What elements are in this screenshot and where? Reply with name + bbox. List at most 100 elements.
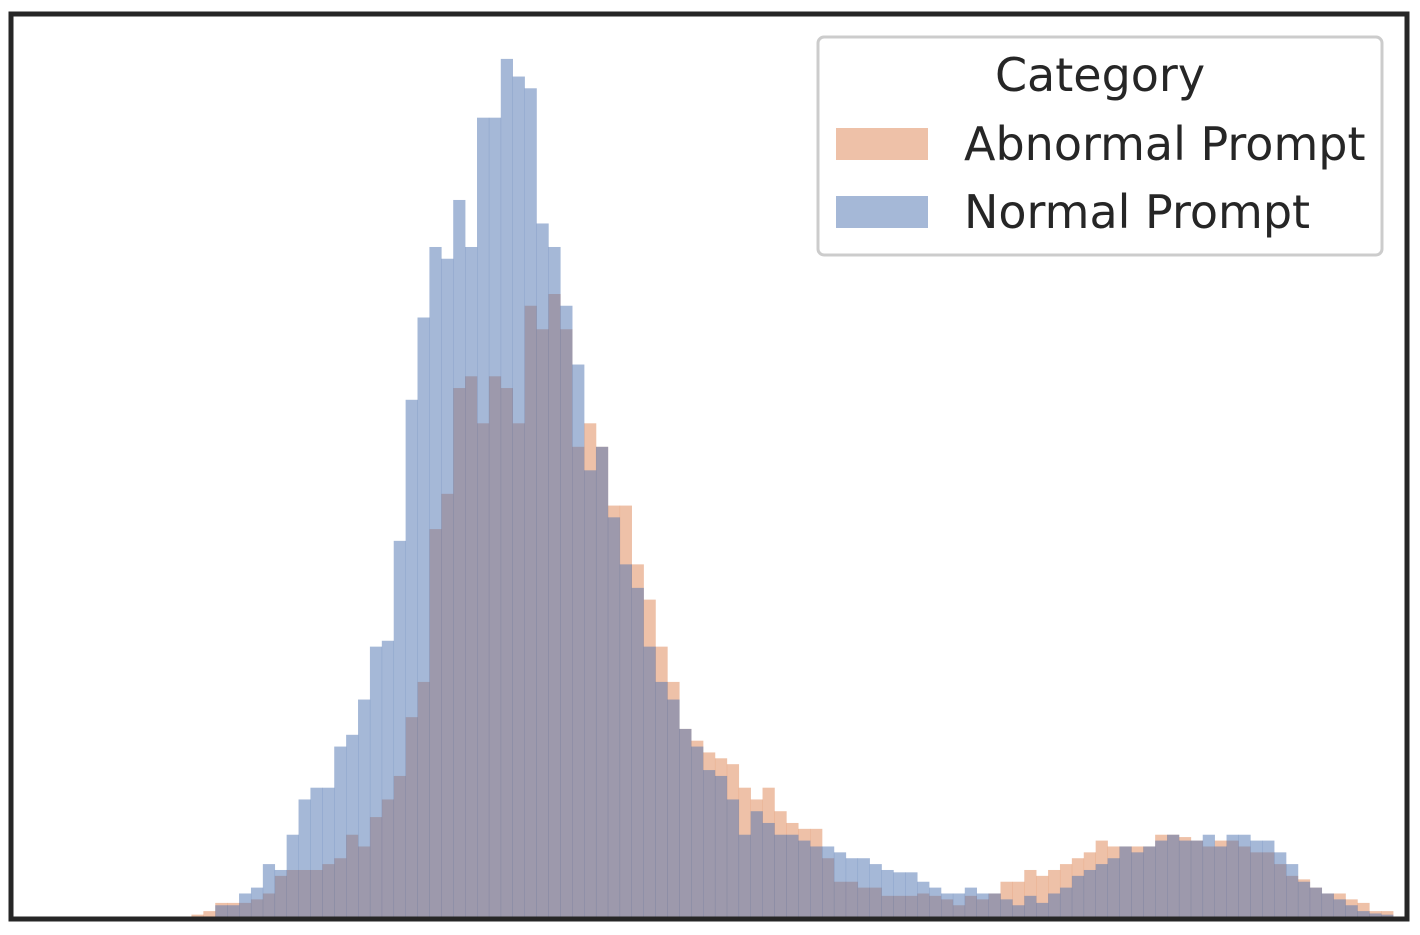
bar-normal-prompt-34 <box>417 317 430 917</box>
bar-normal-prompt-40 <box>488 117 502 918</box>
bars-layer <box>191 58 1394 918</box>
bar-normal-prompt-28 <box>346 734 359 917</box>
bar-normal-prompt-78 <box>941 893 954 917</box>
bar-normal-prompt-96 <box>1155 840 1168 917</box>
bar-normal-prompt-46 <box>560 305 573 917</box>
bar-normal-prompt-24 <box>298 799 311 917</box>
legend-label-normal: Normal Prompt <box>964 185 1310 239</box>
plot-frame <box>8 11 1410 922</box>
bar-normal-prompt-109 <box>1309 887 1323 917</box>
bar-normal-prompt-66 <box>798 840 811 917</box>
bar-normal-prompt-90 <box>1083 869 1096 917</box>
legend-title: Category <box>995 48 1205 102</box>
bar-abnormal-prompt-115 <box>1381 911 1394 917</box>
bar-normal-prompt-33 <box>405 399 418 917</box>
bar-normal-prompt-42 <box>512 76 525 918</box>
bar-normal-prompt-79 <box>952 893 966 917</box>
bar-normal-prompt-82 <box>988 893 1001 917</box>
bar-normal-prompt-101 <box>1214 846 1227 917</box>
bar-normal-prompt-56 <box>679 728 692 917</box>
legend-box <box>816 35 1384 257</box>
bar-normal-prompt-63 <box>762 822 775 917</box>
bar-normal-prompt-57 <box>691 746 704 917</box>
bar-normal-prompt-88 <box>1059 887 1073 917</box>
bar-normal-prompt-44 <box>536 223 549 918</box>
bar-normal-prompt-21 <box>262 864 276 917</box>
bar-normal-prompt-55 <box>667 699 680 917</box>
bar-normal-prompt-81 <box>976 893 989 917</box>
bar-normal-prompt-74 <box>893 872 906 917</box>
bar-normal-prompt-20 <box>250 887 264 917</box>
bar-normal-prompt-54 <box>655 681 668 917</box>
bar-normal-prompt-47 <box>572 364 585 917</box>
bar-normal-prompt-72 <box>869 864 882 917</box>
bar-normal-prompt-93 <box>1119 846 1132 917</box>
bar-normal-prompt-45 <box>548 246 561 918</box>
bar-normal-prompt-97 <box>1167 834 1180 917</box>
legend-swatch-abnormal <box>836 128 928 160</box>
bar-normal-prompt-84 <box>1012 905 1025 917</box>
bar-normal-prompt-67 <box>810 846 823 917</box>
bar-normal-prompt-70 <box>845 858 859 917</box>
legend: Category Abnormal Prompt Normal Prompt <box>816 35 1384 257</box>
bar-abnormal-prompt-15 <box>191 914 204 917</box>
bar-normal-prompt-107 <box>1286 864 1299 917</box>
bar-normal-prompt-59 <box>714 775 728 917</box>
bar-normal-prompt-23 <box>286 834 299 917</box>
bar-normal-prompt-43 <box>524 88 537 918</box>
bar-normal-prompt-25 <box>310 787 323 917</box>
bar-normal-prompt-61 <box>738 834 751 917</box>
bar-normal-prompt-30 <box>369 646 383 917</box>
bar-normal-prompt-100 <box>1202 834 1215 917</box>
bar-normal-prompt-52 <box>631 587 644 917</box>
bar-normal-prompt-99 <box>1190 840 1204 917</box>
bar-normal-prompt-110 <box>1321 893 1334 917</box>
bar-normal-prompt-17 <box>215 905 228 917</box>
bar-normal-prompt-18 <box>227 905 240 917</box>
bar-normal-prompt-83 <box>1000 899 1013 917</box>
bar-normal-prompt-62 <box>750 811 763 917</box>
legend-swatch-normal <box>836 196 928 228</box>
bar-normal-prompt-108 <box>1297 881 1311 917</box>
bar-normal-prompt-68 <box>822 846 835 917</box>
bar-normal-prompt-87 <box>1048 893 1061 917</box>
bar-normal-prompt-71 <box>857 858 870 917</box>
bar-normal-prompt-105 <box>1262 840 1275 917</box>
bar-normal-prompt-53 <box>643 646 656 917</box>
bar-normal-prompt-41 <box>500 58 513 917</box>
bar-normal-prompt-31 <box>381 640 395 917</box>
bar-normal-prompt-38 <box>465 246 478 918</box>
bar-normal-prompt-80 <box>964 887 977 917</box>
bar-normal-prompt-102 <box>1226 834 1239 917</box>
bar-normal-prompt-94 <box>1131 852 1144 917</box>
bar-normal-prompt-58 <box>703 770 716 917</box>
bar-normal-prompt-77 <box>929 887 942 917</box>
bar-normal-prompt-22 <box>274 869 287 917</box>
bar-normal-prompt-104 <box>1250 840 1263 917</box>
bar-normal-prompt-35 <box>429 246 442 918</box>
bar-normal-prompt-86 <box>1036 902 1049 917</box>
bar-normal-prompt-85 <box>1024 895 1037 917</box>
bar-normal-prompt-75 <box>905 872 918 917</box>
bar-normal-prompt-19 <box>239 893 252 917</box>
bar-normal-prompt-98 <box>1178 840 1192 917</box>
bar-normal-prompt-111 <box>1333 899 1346 917</box>
bar-normal-prompt-69 <box>833 852 847 917</box>
bar-normal-prompt-60 <box>726 799 740 917</box>
bar-normal-prompt-49 <box>595 446 609 917</box>
bar-normal-prompt-32 <box>393 540 406 917</box>
bar-normal-prompt-48 <box>584 470 597 917</box>
bar-normal-prompt-92 <box>1107 858 1120 917</box>
bar-normal-prompt-95 <box>1143 846 1156 917</box>
bar-normal-prompt-76 <box>917 881 930 917</box>
bar-normal-prompt-29 <box>358 699 371 917</box>
bar-normal-prompt-73 <box>881 869 894 917</box>
bar-normal-prompt-106 <box>1274 852 1287 917</box>
bar-normal-prompt-89 <box>1071 875 1085 917</box>
bar-normal-prompt-114 <box>1369 913 1382 917</box>
bar-normal-prompt-36 <box>441 258 454 917</box>
bar-normal-prompt-27 <box>334 746 347 917</box>
bar-normal-prompt-37 <box>453 199 466 917</box>
bar-normal-prompt-103 <box>1238 834 1251 917</box>
